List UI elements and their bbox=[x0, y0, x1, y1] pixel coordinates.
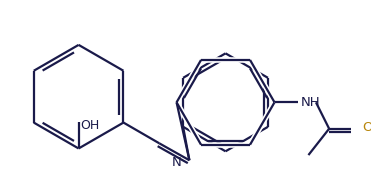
Text: O: O bbox=[362, 121, 371, 134]
Text: N: N bbox=[172, 156, 182, 169]
Text: NH: NH bbox=[301, 96, 321, 109]
Text: OH: OH bbox=[81, 119, 100, 132]
